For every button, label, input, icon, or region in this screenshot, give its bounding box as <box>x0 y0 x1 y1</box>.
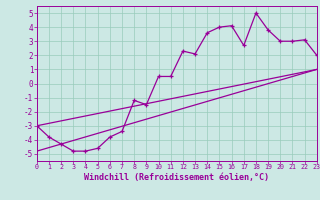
X-axis label: Windchill (Refroidissement éolien,°C): Windchill (Refroidissement éolien,°C) <box>84 173 269 182</box>
